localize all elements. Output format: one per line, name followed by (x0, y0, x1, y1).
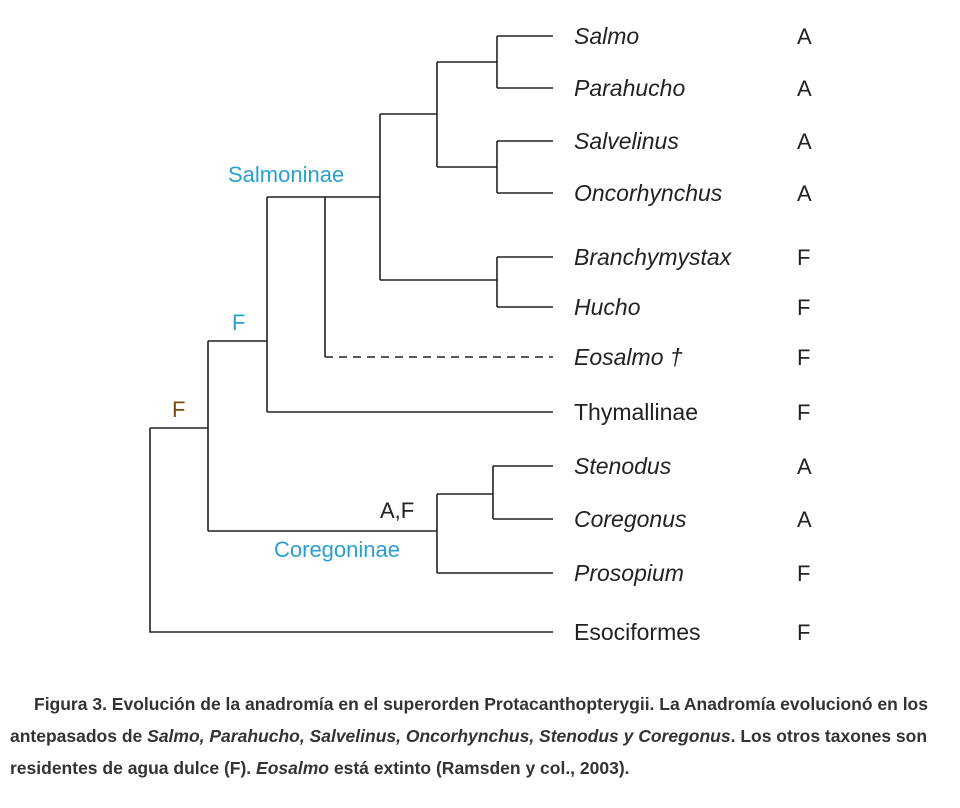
state-branchymystax: F (797, 245, 810, 270)
taxon-salmo: Salmo (574, 23, 639, 49)
root-state-label: F (172, 397, 185, 422)
state-coregonus: A (797, 507, 812, 532)
taxon-branchymystax: Branchymystax (574, 244, 733, 270)
taxon-stenodus: Stenodus (574, 453, 672, 479)
coregonine-state-label: A,F (380, 498, 414, 523)
taxon-eosalmo: Eosalmo † (574, 344, 683, 370)
caption-anadromous-taxa: Salmo, Parahucho, Salvelinus, Oncorhynch… (147, 726, 731, 746)
taxon-oncorhynchus: Oncorhynchus (574, 180, 723, 206)
tree-branches (149, 35, 553, 633)
salmoninae-label: Salmoninae (228, 162, 344, 187)
coregoninae-label: Coregoninae (274, 537, 400, 562)
branch-root (149, 428, 553, 633)
taxon-salvelinus: Salvelinus (574, 128, 679, 154)
figure-caption: Figura 3. Evolución de la anadromía en e… (10, 688, 955, 784)
state-salmo: A (797, 24, 812, 49)
caption-extinct-taxon: Eosalmo (256, 758, 329, 778)
state-thymallinae: F (797, 400, 810, 425)
taxon-thymallinae: Thymallinae (574, 399, 698, 425)
phylogenetic-tree: Salmoninae Coregoninae F F A,F Salmo Par… (149, 23, 812, 645)
state-hucho: F (797, 295, 810, 320)
taxon-parahucho: Parahucho (574, 75, 685, 101)
caption-middle: . Los otros taxones son residentes de ag… (10, 726, 928, 778)
taxon-prosopium: Prosopium (574, 560, 684, 586)
salmonidae-state-label: F (232, 310, 245, 335)
state-parahucho: A (797, 76, 812, 101)
state-eosalmo: F (797, 345, 810, 370)
taxon-esociformes: Esociformes (574, 619, 701, 645)
caption-suffix: está extinto (Ramsden y col., 2003). (329, 758, 630, 778)
state-salvelinus: A (797, 129, 812, 154)
state-stenodus: A (797, 454, 812, 479)
taxon-coregonus: Coregonus (574, 506, 687, 532)
caption-prefix: Figura 3. Evolución de la anadromía en e… (10, 694, 928, 746)
state-esociformes: F (797, 620, 810, 645)
state-oncorhynchus: A (797, 181, 812, 206)
taxon-hucho: Hucho (574, 294, 641, 320)
caption-paragraph: Figura 3. Evolución de la anadromía en e… (10, 688, 955, 784)
state-prosopium: F (797, 561, 810, 586)
